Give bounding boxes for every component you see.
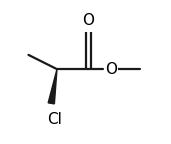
Polygon shape — [48, 69, 57, 104]
Text: O: O — [82, 13, 94, 28]
Text: O: O — [105, 62, 117, 77]
Text: Cl: Cl — [47, 112, 62, 127]
